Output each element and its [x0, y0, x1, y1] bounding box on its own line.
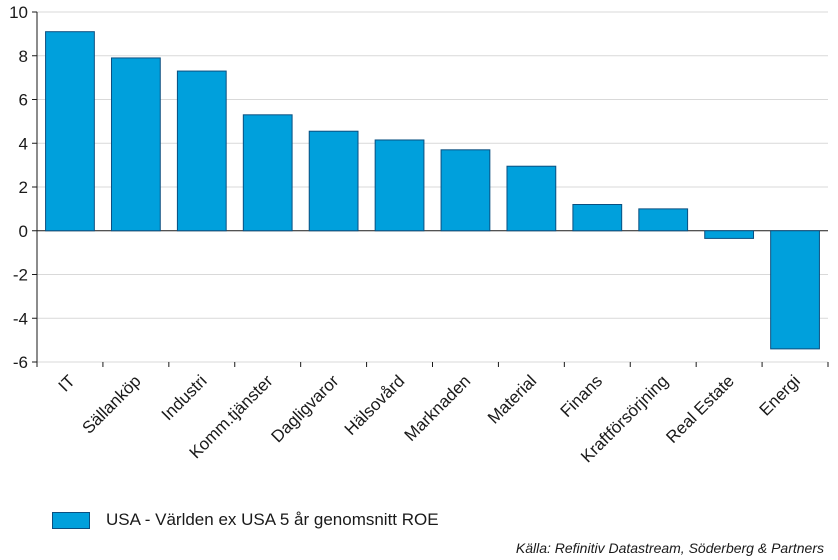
bar	[704, 230, 755, 239]
legend: USA - Världen ex USA 5 år genomsnitt ROE	[52, 510, 439, 530]
x-tick-label: Material	[484, 371, 540, 427]
x-tick-label: Finans	[557, 371, 607, 421]
bar	[45, 31, 95, 232]
legend-label: USA - Världen ex USA 5 år genomsnitt ROE	[106, 510, 439, 529]
bar	[572, 204, 623, 232]
bar	[506, 165, 557, 232]
bars	[45, 31, 820, 350]
x-tick-label: IT	[55, 371, 79, 395]
x-tick-label: Dagligvaror	[268, 371, 343, 446]
x-axis-labels: IT Sällanköp IndustriKomm.tjänsterDagligva…	[36, 362, 829, 466]
bar	[440, 149, 491, 232]
x-tick-label: Energi	[756, 371, 804, 419]
y-tick-label: 4	[19, 134, 28, 153]
source-note: Källa: Refinitiv Datastream, Söderberg &…	[515, 540, 824, 556]
bar	[110, 57, 161, 232]
x-tick-label: Real Estate	[662, 371, 738, 447]
x-tick-label: Sällanköp	[78, 371, 144, 437]
bar	[242, 114, 293, 232]
y-tick-label: 8	[19, 47, 28, 66]
x-tick-label: Marknaden	[401, 371, 475, 445]
bar	[638, 208, 689, 232]
bar	[374, 139, 425, 232]
x-tick-label: Hälsovård	[341, 371, 409, 439]
y-axis: 10 8 6 4 2 0 -2 -4 -6	[9, 3, 38, 372]
x-tick-label: Industri	[158, 371, 211, 424]
y-tick-label: -2	[13, 266, 28, 285]
bar	[176, 70, 227, 232]
y-tick-label: 6	[19, 91, 28, 110]
bar	[770, 230, 820, 350]
y-tick-label: 2	[19, 178, 28, 197]
y-tick-label: -4	[13, 309, 28, 328]
bar	[308, 130, 359, 232]
y-tick-label: -6	[13, 353, 28, 372]
legend-swatch	[52, 511, 90, 529]
y-tick-label: 10	[9, 3, 28, 22]
y-tick-label: 0	[19, 222, 28, 241]
